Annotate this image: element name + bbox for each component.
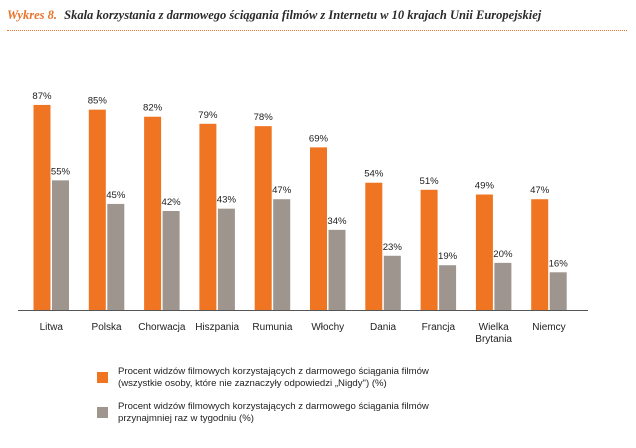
bar-francja-series-1 <box>420 189 438 310</box>
bar-polska-series-2 <box>107 203 125 310</box>
bar-dania-series-2 <box>383 255 401 310</box>
x-tick-label-rumunia: Rumunia <box>252 322 292 333</box>
bar-hiszpania-series-2 <box>217 208 235 310</box>
x-tick-label-chorwacja: Chorwacja <box>138 322 186 333</box>
data-label-rumunia-series-2: 47% <box>272 185 292 196</box>
data-label-polska-series-2: 45% <box>106 190 126 201</box>
data-label-polska-series-1: 85% <box>88 96 108 107</box>
x-tick-label-niemcy: Niemcy <box>532 322 565 333</box>
bar-włochy-series-1 <box>310 147 327 310</box>
data-label-dania-series-1: 54% <box>364 169 384 180</box>
data-label-chorwacja-series-2: 42% <box>161 197 181 208</box>
bar-polska-series-1 <box>88 109 106 310</box>
bar-niemcy-series-2 <box>549 272 567 310</box>
bar-chorwacja-series-1 <box>144 116 162 310</box>
bar-rumunia-series-1 <box>254 126 272 311</box>
bar-niemcy-series-1 <box>531 199 549 310</box>
legend-label-series-1-line-1: Procent widzów filmowych korzystających … <box>118 366 429 377</box>
x-tick-label-hiszpania: Hiszpania <box>195 322 239 333</box>
data-label-litwa-series-2: 55% <box>51 166 71 177</box>
title-divider <box>7 30 627 31</box>
legend-label-series-2-line-2: przynajmniej raz w tygodniu (%) <box>118 413 254 424</box>
data-label-włochy-series-2: 34% <box>327 216 347 227</box>
data-label-dania-series-2: 23% <box>383 242 403 253</box>
legend-label-series-2-line-1: Procent widzów filmowych korzystających … <box>118 401 429 412</box>
x-tick-label-litwa: Litwa <box>40 322 64 333</box>
data-label-niemcy-series-1: 47% <box>530 185 550 196</box>
legend-swatch-series-2 <box>97 407 108 418</box>
legend: Procent widzów filmowych korzystających … <box>97 362 617 432</box>
bar-litwa-series-1 <box>33 104 51 310</box>
legend-label-series-1: Procent widzów filmowych korzystających … <box>118 366 429 390</box>
x-tick-label-francja: Francja <box>422 322 456 333</box>
x-tick-label-włochy: Włochy <box>311 322 344 333</box>
bar-chorwacja-series-2 <box>162 211 180 310</box>
data-label-wielka-brytania-series-1: 49% <box>475 181 495 192</box>
data-label-francja-series-2: 19% <box>438 251 458 262</box>
data-label-hiszpania-series-1: 79% <box>198 110 218 121</box>
legend-label-series-1-line-2: (wszystkie osoby, które nie zaznaczyły o… <box>118 378 387 389</box>
bar-hiszpania-series-1 <box>199 123 217 310</box>
bar-litwa-series-2 <box>52 180 69 310</box>
bar-wielka-brytania-series-2 <box>494 262 512 310</box>
bar-wielka-brytania-series-1 <box>475 194 493 310</box>
bar-rumunia-series-2 <box>273 199 291 310</box>
data-label-chorwacja-series-1: 82% <box>143 103 163 114</box>
x-tick-label-polska: Polska <box>92 322 122 333</box>
bar-francja-series-2 <box>439 265 457 310</box>
x-tick-label-wielka-brytania: Wielka Brytania <box>475 322 512 345</box>
figure-number: Wykres 8. <box>7 8 57 22</box>
figure-title: Skala korzystania z darmowego ściągania … <box>64 8 542 22</box>
data-label-francja-series-1: 51% <box>419 176 439 187</box>
data-label-litwa-series-1: 87% <box>32 91 52 102</box>
bar-dania-series-1 <box>365 182 383 310</box>
legend-label-series-2: Procent widzów filmowych korzystających … <box>118 401 429 425</box>
data-label-rumunia-series-1: 78% <box>254 112 274 123</box>
bar-włochy-series-2 <box>328 229 346 310</box>
legend-swatch-series-1 <box>97 372 108 383</box>
x-tick-label-dania: Dania <box>370 322 397 333</box>
data-label-włochy-series-1: 69% <box>309 133 329 144</box>
data-label-niemcy-series-2: 16% <box>549 258 569 269</box>
data-label-hiszpania-series-2: 43% <box>217 195 237 206</box>
chart-title: Wykres 8. Skala korzystania z darmowego … <box>7 6 628 24</box>
data-label-wielka-brytania-series-2: 20% <box>493 249 513 260</box>
